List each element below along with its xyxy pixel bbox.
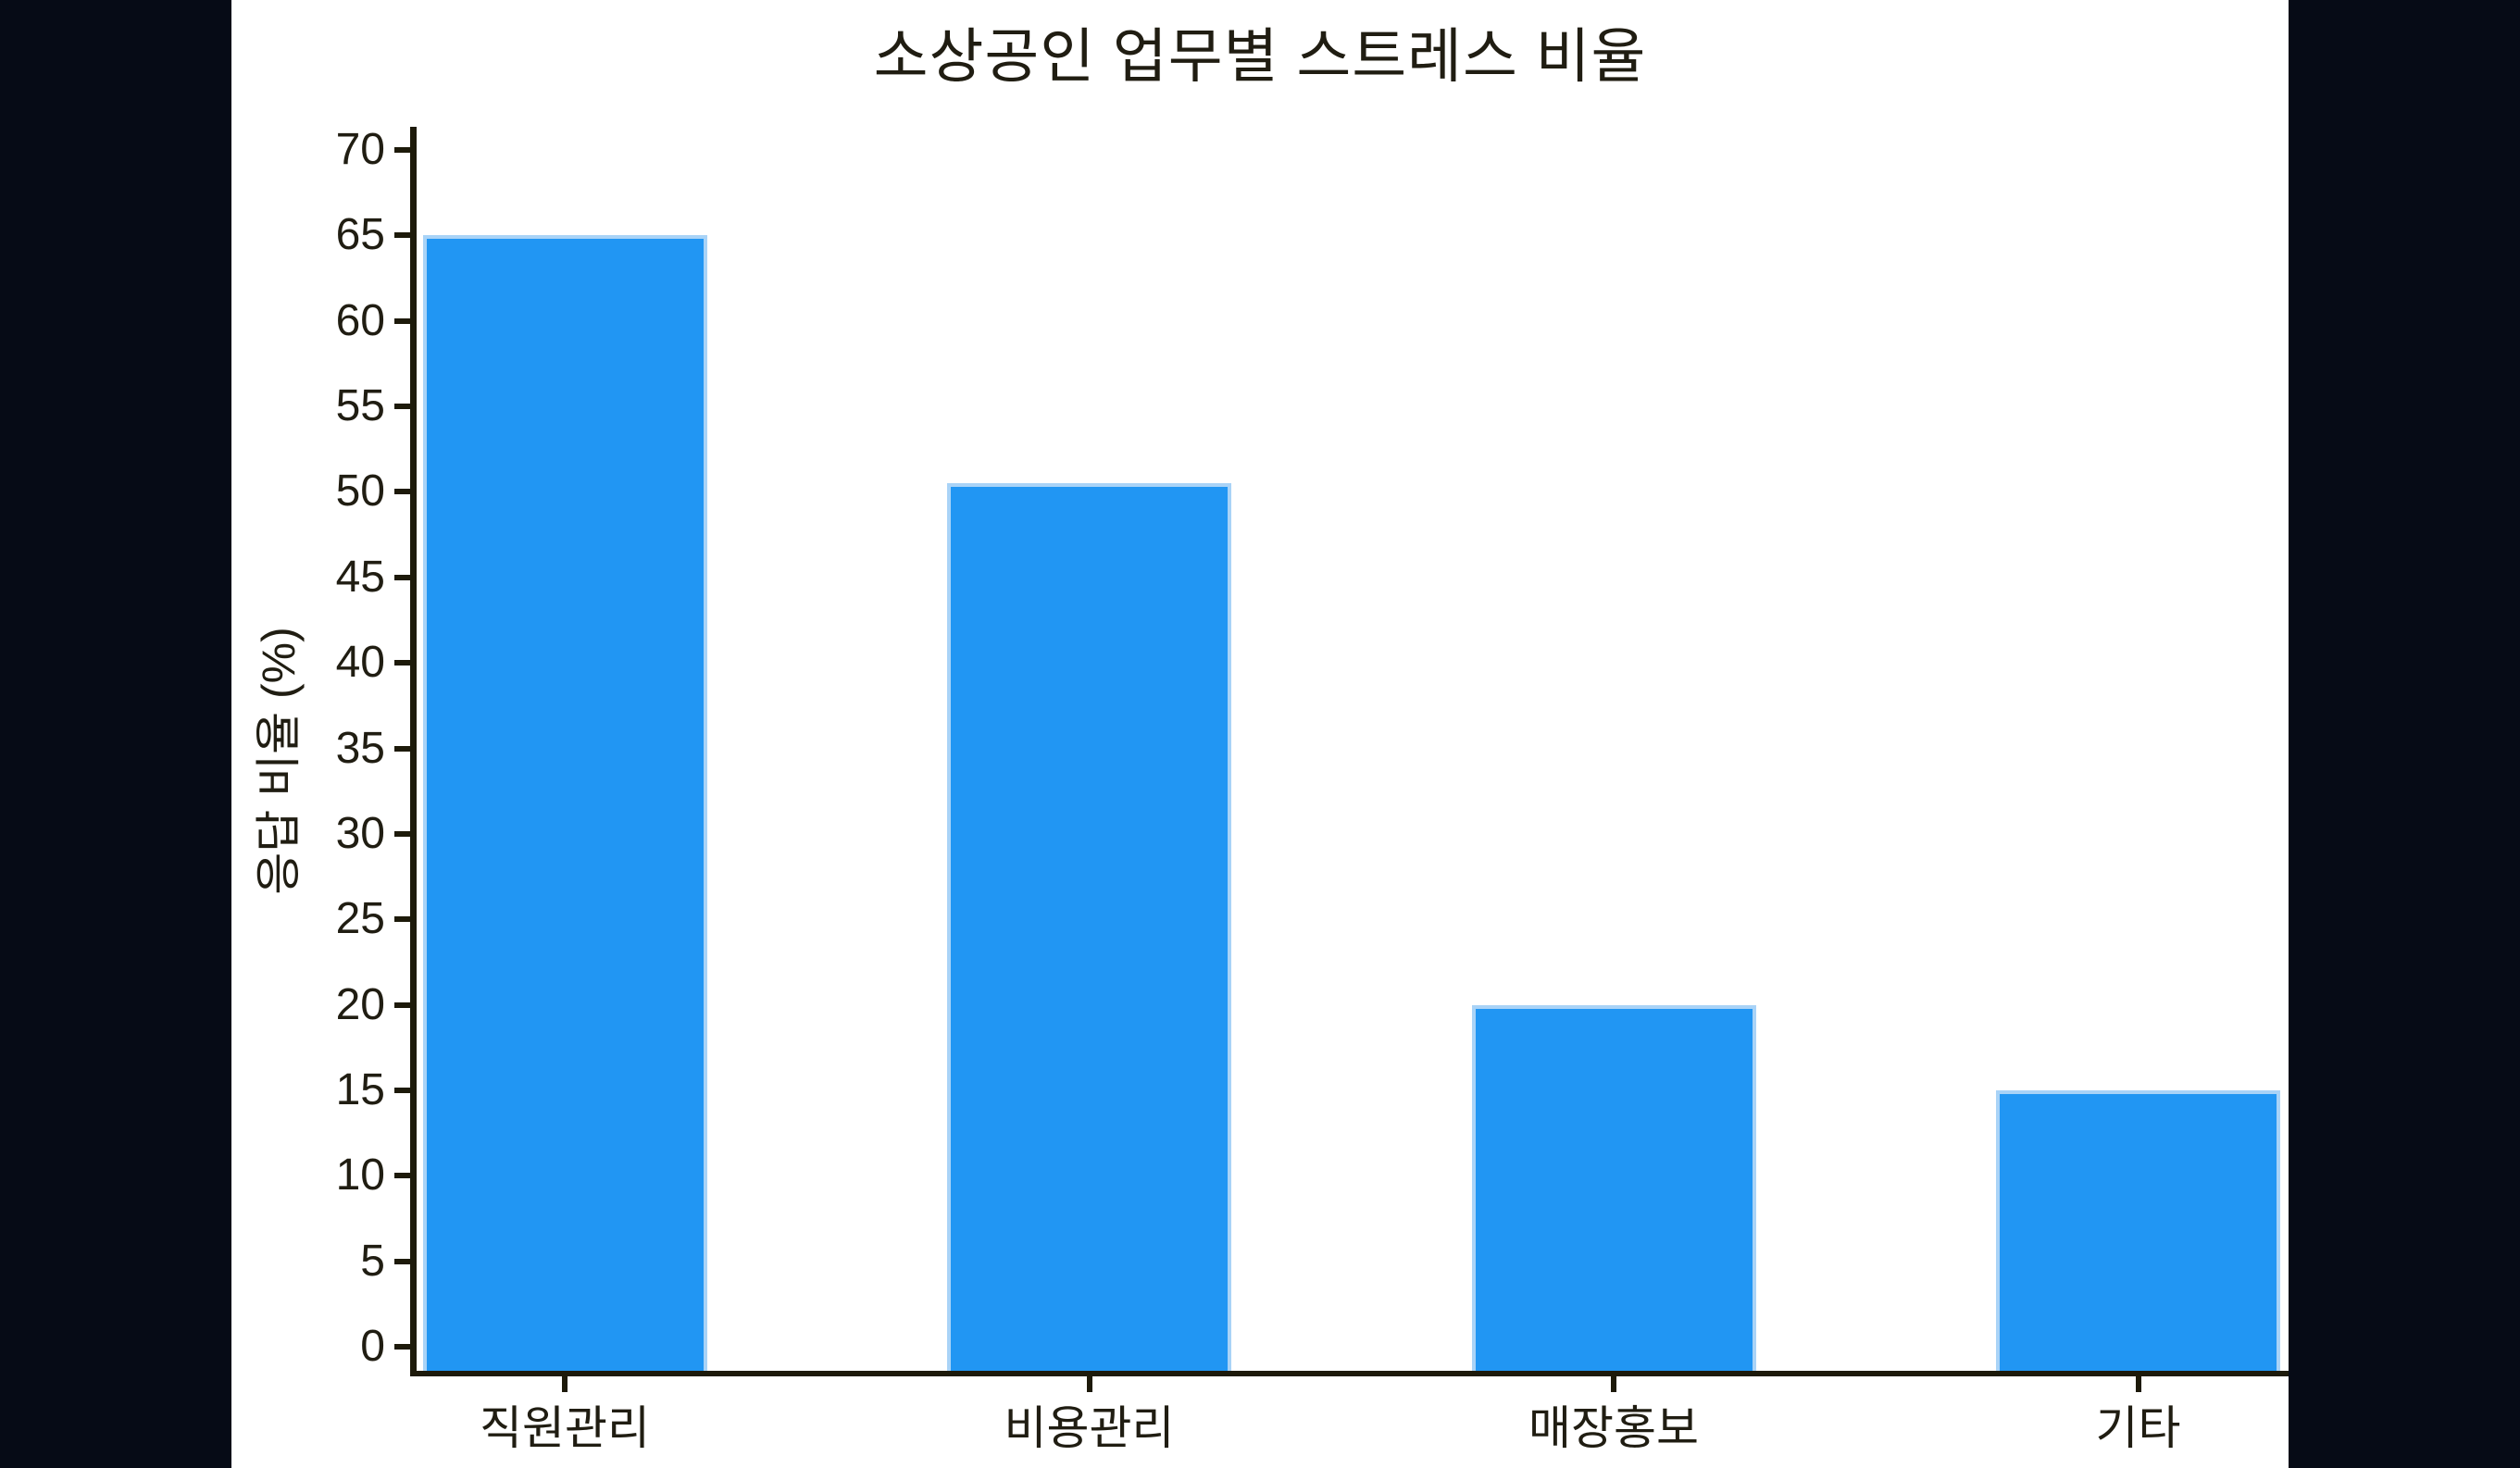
y-tick-label: 60 [335,295,385,345]
y-tick [394,660,410,666]
x-category-label: 비용관리 [1004,1402,1175,1454]
y-tick [394,830,410,837]
y-tick-label: 15 [335,1064,385,1114]
y-tick [394,404,410,410]
y-tick [394,317,410,324]
x-category-label: 직원관리 [480,1402,650,1454]
y-tick-label: 5 [360,1236,385,1286]
y-tick [394,916,410,923]
y-tick [394,1001,410,1008]
y-tick-label: 25 [335,894,385,944]
y-tick [394,1344,410,1350]
y-tick-label: 45 [335,552,385,602]
y-tick [394,1258,410,1264]
bar-1 [422,235,707,1374]
y-tick-label: 55 [335,381,385,431]
y-tick-label: 50 [335,467,385,516]
x-category-label: 매장홍보 [1528,1402,1699,1454]
y-tick [394,1087,410,1093]
y-tick-label: 70 [335,125,385,174]
y-tick-label: 40 [335,638,385,688]
y-tick-label: 10 [335,1151,385,1201]
y-tick [394,745,410,752]
x-tick [1086,1376,1092,1392]
y-axis-label: 응답 비율 (%) [253,627,305,895]
x-axis-spine [410,1371,2289,1376]
y-tick-label: 0 [360,1322,385,1371]
bar-3 [1471,1004,1756,1374]
x-category-label: 기타 [2095,1402,2181,1454]
y-tick [394,574,410,580]
x-tick [1611,1376,1616,1392]
y-tick [394,147,410,153]
y-tick [394,232,410,239]
y-tick-label: 30 [335,808,385,858]
chart-figure: 소상공인 업무별 스트레스 비율 응답 비율 (%) 0 5 10 15 20 25 30 3… [231,0,2289,1468]
chart-title: 소상공인 업무별 스트레스 비율 [873,23,1647,90]
y-tick-label: 65 [335,210,385,260]
y-tick-label: 20 [335,979,385,1029]
y-axis-spine [410,127,417,1376]
y-tick-label: 35 [335,723,385,773]
y-tick [394,1173,410,1179]
y-tick [394,489,410,495]
x-tick [562,1376,568,1392]
bar-4 [1996,1089,2280,1374]
x-tick [2135,1376,2141,1392]
bar-2 [947,483,1231,1374]
